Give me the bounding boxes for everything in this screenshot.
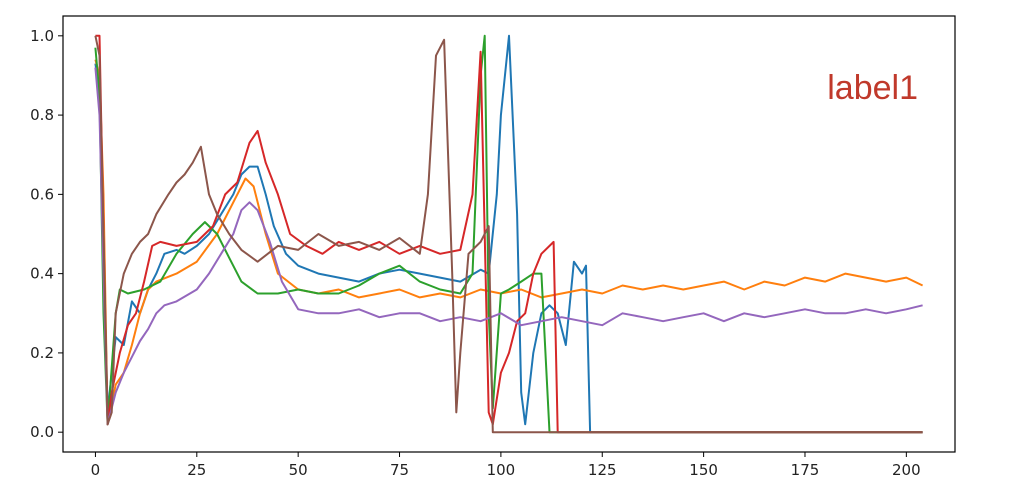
x-tick-label: 0 [91, 461, 101, 479]
y-tick-label: 0.2 [30, 344, 54, 362]
y-tick-label: 0.4 [30, 265, 54, 283]
x-axis: 0 25 50 75 100 125 150 175 200 [91, 452, 921, 479]
series-line-3 [94, 34, 923, 434]
plot-lines [94, 34, 924, 434]
x-tick-label: 100 [487, 461, 516, 479]
x-tick-label: 175 [791, 461, 820, 479]
x-tick-label: 125 [588, 461, 617, 479]
y-tick-label: 0.0 [30, 423, 54, 441]
series-line-2 [94, 59, 924, 426]
series-line-5 [94, 67, 923, 426]
series-line-6 [94, 35, 923, 434]
x-tick-label: 150 [689, 461, 718, 479]
x-tick-label: 25 [187, 461, 206, 479]
x-tick-label: 200 [892, 461, 921, 479]
y-tick-label: 1.0 [30, 27, 54, 45]
y-tick-label: 0.6 [30, 185, 54, 203]
chart-annotation: label1 [827, 69, 918, 107]
axes-frame [62, 15, 956, 453]
series-line-1 [94, 34, 923, 434]
y-axis: 0.0 0.2 0.4 0.6 0.8 1.0 [30, 27, 63, 441]
x-tick-label: 75 [390, 461, 409, 479]
x-tick-label: 50 [289, 461, 308, 479]
y-tick-label: 0.8 [30, 106, 54, 124]
series-line-4 [95, 34, 923, 434]
